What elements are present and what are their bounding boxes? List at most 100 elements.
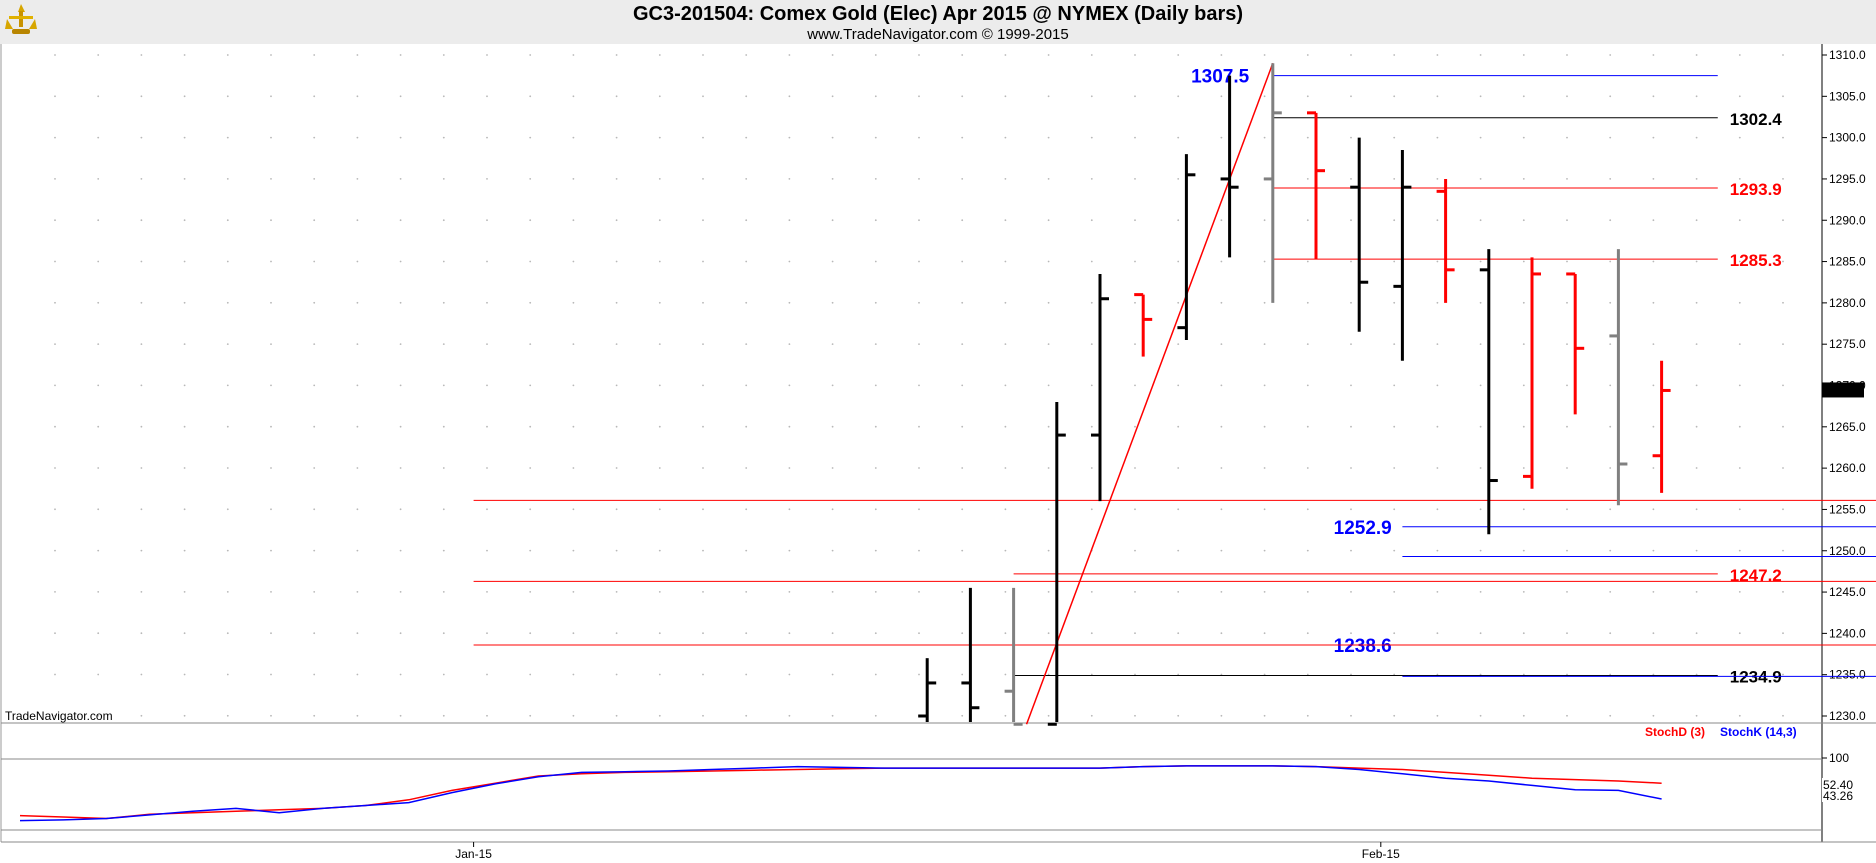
y-tick-label: 1290.0 [1829, 213, 1866, 227]
grid-dot [1566, 714, 1568, 717]
grid-dot [1306, 301, 1309, 304]
grid-dot [54, 54, 56, 56]
grid-dot [615, 591, 618, 593]
grid-dot [226, 136, 229, 139]
grid-dot [313, 178, 316, 180]
grid-dot [745, 508, 748, 511]
grid-dot [831, 54, 834, 56]
grid-dot [270, 714, 272, 717]
grid-dot [1782, 632, 1784, 635]
grid-dot [356, 343, 359, 345]
grid-dot [1566, 384, 1568, 387]
grid-dot [529, 384, 532, 387]
grid-dot [1436, 260, 1439, 263]
grid-dot [831, 673, 834, 676]
grid-dot [1350, 178, 1352, 180]
grid-dot [1177, 714, 1180, 717]
grid-dot [183, 591, 186, 593]
grid-dot [313, 673, 316, 676]
grid-dot [745, 343, 748, 345]
grid-dot [486, 178, 488, 180]
grid-dot [97, 467, 100, 469]
grid-dot [1782, 136, 1784, 139]
grid-dot [1393, 136, 1396, 139]
grid-dot [615, 508, 618, 511]
grid-dot [702, 219, 704, 222]
grid-dot [356, 178, 359, 180]
grid-dot [1004, 549, 1007, 552]
grid-dot [1479, 178, 1482, 180]
grid-dot [54, 632, 56, 635]
grid-dot [1782, 301, 1784, 304]
grid-dot [1134, 591, 1136, 593]
grid-dot [399, 425, 402, 428]
grid-dot [961, 591, 964, 593]
grid-dot [874, 95, 877, 98]
grid-dot [1263, 508, 1266, 511]
grid-dot [961, 260, 964, 263]
grid-dot [97, 549, 100, 552]
grid-dot [1782, 260, 1784, 263]
grid-dot [529, 260, 532, 263]
grid-dot [1004, 714, 1007, 717]
grid-dot [1782, 95, 1784, 98]
grid-dot [1479, 714, 1482, 717]
grid-dot [1738, 425, 1741, 428]
grid-dot [1522, 549, 1525, 552]
grid-dot [1609, 95, 1612, 98]
grid-dot [97, 219, 100, 222]
grid-dot [1220, 632, 1223, 635]
grid-dot [1306, 508, 1309, 511]
grid-dot [1047, 219, 1050, 222]
grid-dot [226, 425, 229, 428]
grid-dot [1609, 54, 1612, 56]
grid-dot [961, 301, 964, 304]
grid-dot [1652, 136, 1655, 139]
grid-dot [356, 508, 359, 511]
grid-dot [270, 425, 272, 428]
grid-dot [1436, 301, 1439, 304]
grid-dot [615, 467, 618, 469]
grid-dot [1393, 343, 1396, 345]
grid-dot [1047, 467, 1050, 469]
grid-dot [1522, 673, 1525, 676]
grid-dot [1609, 343, 1612, 345]
grid-dots [54, 54, 1784, 717]
grid-dot [1782, 343, 1784, 345]
grid-dot [1177, 425, 1180, 428]
grid-dot [1522, 714, 1525, 717]
grid-dot [140, 301, 143, 304]
grid-dot [1004, 673, 1007, 676]
grid-dot [1566, 95, 1568, 98]
chart-title: GC3-201504: Comex Gold (Elec) Apr 2015 @… [632, 3, 1244, 25]
grid-dot [1220, 467, 1223, 469]
grid-dot [1393, 301, 1396, 304]
grid-dot [788, 95, 791, 98]
grid-dot [486, 591, 488, 593]
grid-dot [1350, 54, 1352, 56]
grid-dot [1393, 178, 1396, 180]
grid-dot [442, 178, 445, 180]
grid-dot [1609, 549, 1612, 552]
grid-dot [442, 136, 445, 139]
grid-dot [745, 54, 748, 56]
x-tick-label: Feb-15 [1362, 847, 1400, 861]
grid-dot [918, 632, 920, 635]
grid-dot [788, 178, 791, 180]
grid-dot [529, 301, 532, 304]
grid-dot [1695, 549, 1698, 552]
grid-dot [572, 632, 575, 635]
grid-dot [1177, 54, 1180, 56]
grid-dot [1522, 591, 1525, 593]
grid-dot [356, 219, 359, 222]
grid-dot [399, 467, 402, 469]
chart-subtitle: www.TradeNavigator.com © 1999-2015 [807, 26, 1069, 43]
grid-dot [1436, 467, 1439, 469]
grid-dot [831, 508, 834, 511]
grid-dot [831, 260, 834, 263]
grid-dot [97, 591, 100, 593]
grid-dot [54, 384, 56, 387]
grid-dot [1047, 632, 1050, 635]
grid-dot [788, 549, 791, 552]
